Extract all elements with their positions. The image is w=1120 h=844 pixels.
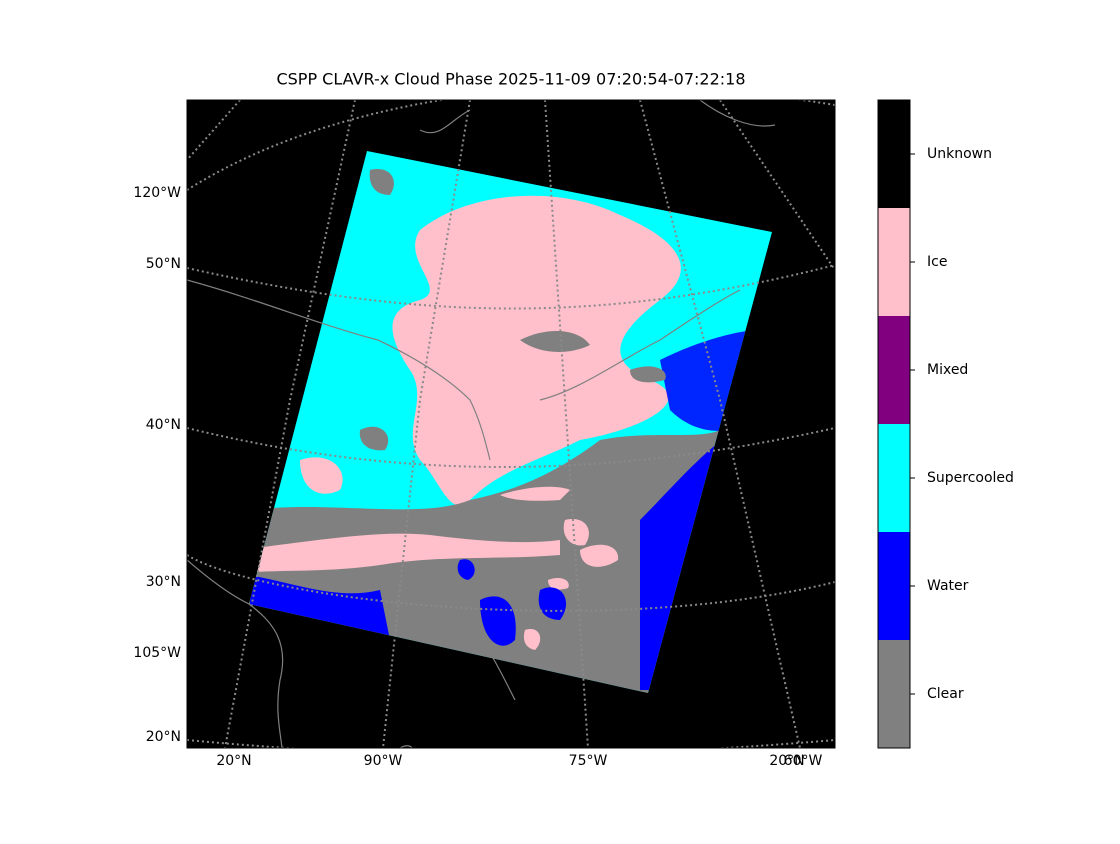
parallel: [187, 264, 835, 310]
ice-area: [300, 457, 343, 494]
bottom-label: 90°W: [364, 753, 403, 769]
parallel: [187, 100, 835, 191]
colorbar-segment: [878, 640, 910, 748]
meridian: [544, 100, 589, 748]
meridian: [639, 100, 801, 748]
colorbar-label: Water: [927, 578, 969, 594]
parallel: [187, 554, 835, 612]
colorbar-label: Unknown: [927, 146, 992, 162]
border: [187, 279, 379, 341]
colorbar-label: Ice: [927, 254, 947, 270]
coastline: [419, 100, 776, 134]
left-labels: 120°W 50°N 40°N 30°N 105°W 20°N: [133, 185, 181, 745]
bottom-label: 60°W: [784, 753, 823, 769]
colorbar-segment: [878, 100, 910, 208]
title: CSPP CLAVR-x Cloud Phase 2025-11-09 07:2…: [276, 70, 745, 89]
map-frame: [186, 99, 836, 749]
colorbar-label: Supercooled: [927, 470, 1014, 486]
map: [187, 100, 835, 748]
meridian: [187, 100, 241, 161]
meridian: [382, 100, 471, 748]
colorbar-label: Mixed: [927, 362, 968, 378]
left-label: 120°W: [133, 185, 181, 201]
bottom-label: 75°W: [569, 753, 608, 769]
coastline: [399, 619, 516, 748]
colorbar: Clear Water Supercooled Mixed Ice Unknown: [877, 99, 1014, 749]
left-label: 30°N: [146, 574, 181, 590]
meridian: [224, 100, 356, 748]
left-label: 20°N: [146, 729, 181, 745]
colorbar-segment: [878, 208, 910, 316]
bottom-label: 20°N: [216, 753, 251, 769]
ice-band: [255, 533, 560, 572]
ice-patch: [500, 486, 570, 501]
water-area: [250, 420, 760, 690]
colorbar-frame: [877, 99, 911, 749]
left-label: 105°W: [133, 645, 181, 661]
ice-patch: [523, 519, 619, 650]
colorbar-label: Clear: [927, 686, 964, 702]
left-label: 40°N: [146, 417, 181, 433]
coastline: [187, 559, 284, 748]
ice-area: [392, 195, 681, 506]
border: [377, 339, 491, 461]
left-label: 50°N: [146, 256, 181, 272]
bottom-label: 20°N: [769, 753, 804, 769]
colorbar-segment: [878, 316, 910, 424]
parallel: [187, 427, 835, 468]
meridian: [719, 100, 835, 271]
colorbar-segment: [878, 532, 910, 640]
coastline: [539, 289, 741, 401]
colorbar-segment: [878, 424, 910, 532]
parallel: [187, 739, 835, 748]
bottom-labels: 20°N 90°W 75°W 20°N60°W: [216, 753, 822, 769]
